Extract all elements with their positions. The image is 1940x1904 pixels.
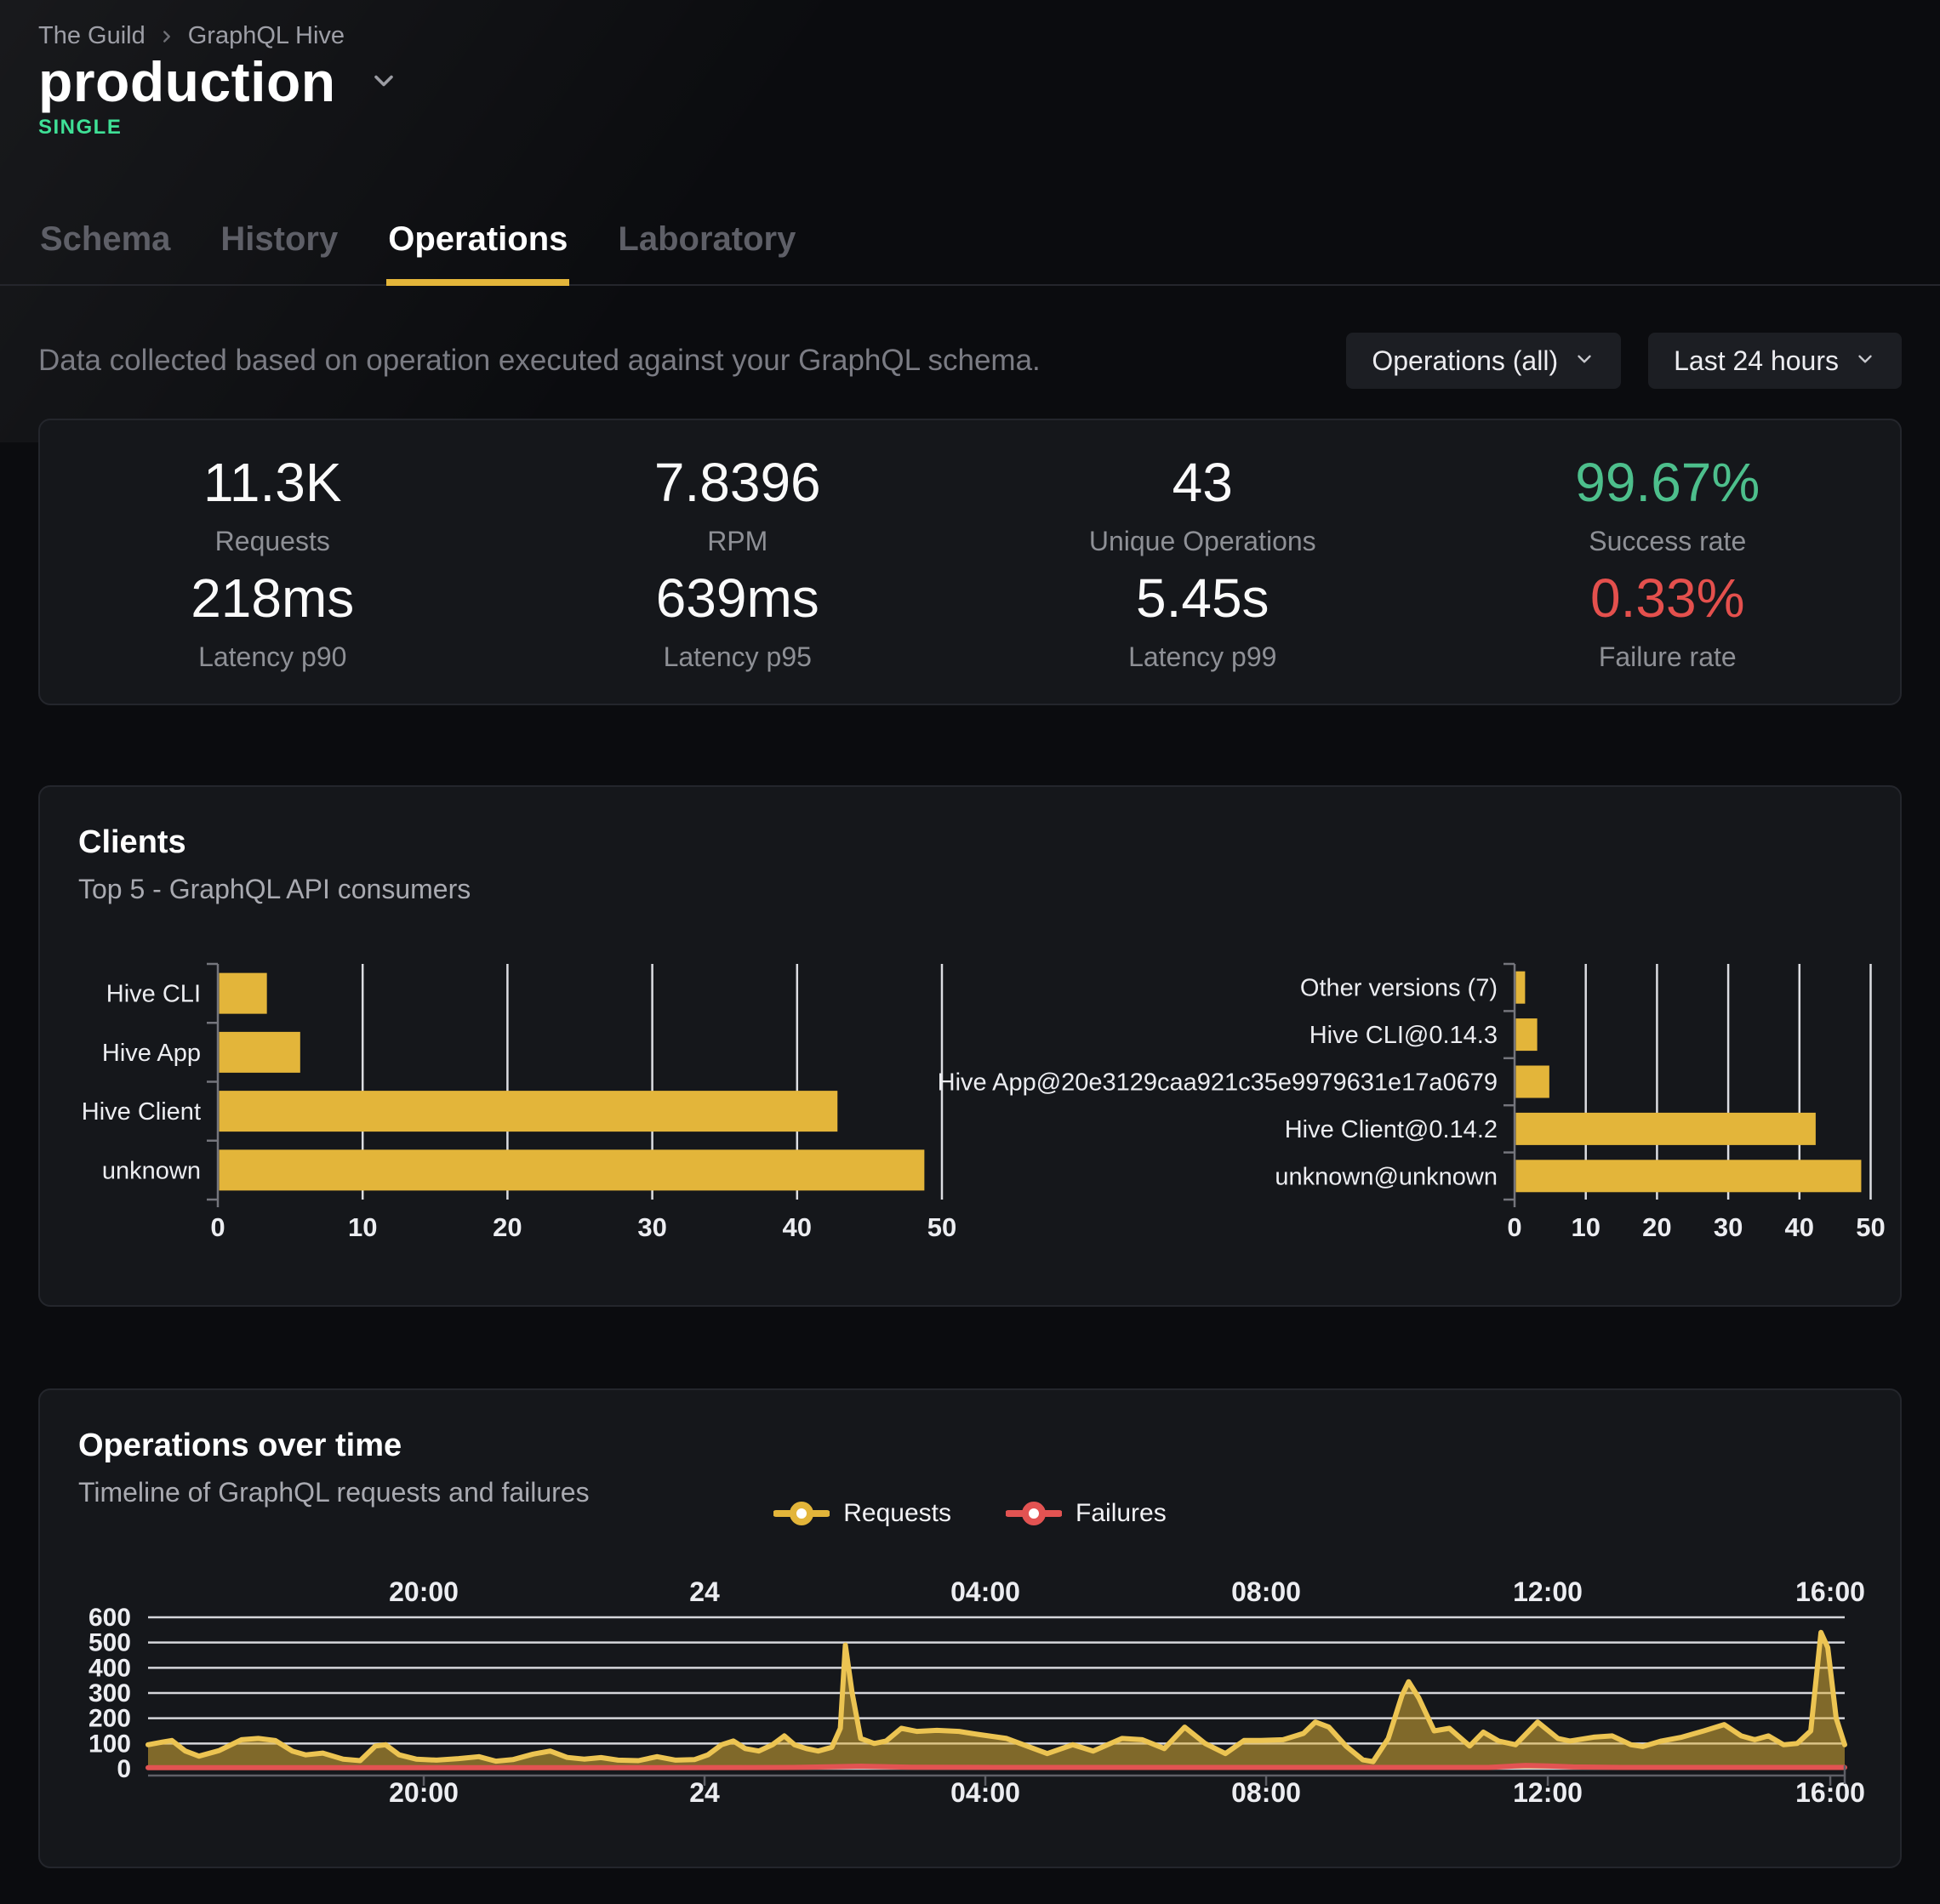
svg-text:50: 50 (1856, 1212, 1885, 1242)
operations-card-subtitle: Timeline of GraphQL requests and failure… (78, 1477, 590, 1508)
svg-text:500: 500 (88, 1629, 131, 1657)
svg-text:Other versions (7): Other versions (7) (1300, 975, 1498, 1002)
tab-history[interactable]: History (219, 220, 340, 284)
svg-text:Hive CLI: Hive CLI (106, 981, 201, 1008)
stat-label: Success rate (1589, 525, 1747, 556)
stat-label: Failure rate (1598, 641, 1737, 673)
breadcrumb-project-link[interactable]: GraphQL Hive (187, 22, 345, 49)
stat-value: 99.67% (1575, 451, 1760, 513)
period-filter-dropdown[interactable]: Last 24 hours (1648, 333, 1902, 389)
clients-card-title: Clients (78, 824, 186, 860)
svg-text:20: 20 (493, 1212, 522, 1242)
svg-text:10: 10 (1571, 1212, 1600, 1242)
legend-label: Requests (843, 1499, 952, 1527)
stat-label: Latency p90 (198, 641, 347, 673)
svg-text:400: 400 (88, 1654, 131, 1682)
svg-text:600: 600 (88, 1604, 131, 1632)
svg-text:08:00: 08:00 (1231, 1576, 1301, 1607)
stats-summary-card: 11.3K Requests 7.8396 RPM 43 Unique Operation… (38, 419, 1902, 705)
stat-label: Unique Operations (1088, 525, 1316, 556)
svg-text:50: 50 (927, 1212, 956, 1242)
operations-card-title: Operations over time (78, 1428, 402, 1463)
page-title: production (38, 50, 336, 113)
svg-text:04:00: 04:00 (950, 1576, 1020, 1607)
svg-text:10: 10 (348, 1212, 377, 1242)
stat-requests: 11.3K Requests (40, 446, 505, 562)
chevron-down-icon (1854, 345, 1876, 377)
stat-value: 43 (1172, 451, 1233, 513)
tab-bar: Schema History Operations Laboratory (0, 201, 1940, 286)
operations-over-time-card: Operations over time Timeline of GraphQL… (38, 1388, 1902, 1868)
legend-failures-marker-icon (1006, 1502, 1063, 1525)
target-picker-button[interactable] (362, 59, 406, 105)
tab-laboratory[interactable]: Laboratory (616, 220, 797, 284)
stat-rpm: 7.8396 RPM (505, 446, 971, 562)
svg-text:Hive Client@0.14.2: Hive Client@0.14.2 (1285, 1116, 1498, 1143)
stats-grid: 11.3K Requests 7.8396 RPM 43 Unique Operation… (40, 420, 1900, 704)
svg-text:12:00: 12:00 (1513, 1576, 1583, 1607)
period-filter-label: Last 24 hours (1674, 345, 1839, 376)
chevron-down-icon (1573, 345, 1595, 377)
target-title-row: production (38, 49, 406, 114)
svg-text:20: 20 (1642, 1212, 1671, 1242)
stat-value: 5.45s (1135, 567, 1270, 630)
stat-value: 11.3K (203, 451, 342, 513)
svg-text:unknown@unknown: unknown@unknown (1275, 1163, 1498, 1190)
legend-label: Failures (1076, 1499, 1167, 1527)
stat-label: Latency p95 (663, 641, 812, 673)
svg-text:unknown: unknown (102, 1157, 201, 1184)
stat-unique-operations: 43 Unique Operations (970, 446, 1435, 562)
svg-text:30: 30 (637, 1212, 666, 1242)
operations-timeline-chart: 010020030040050060020:0020:00242404:0004… (88, 1576, 1865, 1808)
svg-text:Hive App@20e3129caa921c35e9979: Hive App@20e3129caa921c35e9979631e17a067… (938, 1069, 1498, 1097)
stat-label: RPM (707, 525, 768, 556)
svg-text:20:00: 20:00 (389, 1576, 459, 1607)
svg-text:200: 200 (88, 1705, 131, 1733)
operations-filter-dropdown[interactable]: Operations (all) (1346, 333, 1622, 389)
stat-label: Requests (214, 525, 330, 556)
stat-value: 7.8396 (653, 451, 821, 513)
svg-text:Hive App: Hive App (102, 1040, 201, 1067)
stat-success-rate: 99.67% Success rate (1435, 446, 1901, 562)
target-mode-badge: SINGLE (38, 116, 123, 139)
stat-latency-p95: 639ms Latency p95 (505, 562, 971, 679)
svg-text:300: 300 (88, 1679, 131, 1707)
clients-card: Clients Top 5 - GraphQL API consumers 0 1… (38, 785, 1902, 1307)
clients-bar-charts: 0 10 20 30 40 50 Hive CLI Hive App Hive Client un… (82, 962, 1886, 1242)
tab-operations[interactable]: Operations (386, 220, 570, 286)
legend-requests-marker-icon (773, 1502, 830, 1525)
filter-row: Data collected based on operation execut… (38, 330, 1902, 391)
svg-text:16:00: 16:00 (1795, 1576, 1865, 1607)
chevron-down-icon (368, 66, 399, 99)
svg-text:24: 24 (689, 1576, 720, 1607)
svg-text:30: 30 (1714, 1212, 1743, 1242)
breadcrumb: The Guild GraphQL Hive (38, 22, 345, 50)
svg-text:0: 0 (1507, 1212, 1521, 1242)
stat-value: 639ms (655, 567, 819, 630)
stat-failure-rate: 0.33% Failure rate (1435, 562, 1901, 679)
filter-dropdowns: Operations (all) Last 24 hours (1346, 333, 1902, 389)
operations-filter-label: Operations (all) (1372, 345, 1559, 376)
clients-card-subtitle: Top 5 - GraphQL API consumers (78, 874, 471, 904)
breadcrumb-org-link[interactable]: The Guild (38, 22, 146, 49)
stat-value: 218ms (191, 567, 355, 630)
legend-item-failures[interactable]: Failures (1006, 1499, 1167, 1528)
chevron-right-icon (157, 27, 176, 46)
svg-text:Hive CLI@0.14.3: Hive CLI@0.14.3 (1310, 1022, 1498, 1049)
svg-text:Hive Client: Hive Client (82, 1098, 201, 1126)
stat-label: Latency p99 (1128, 641, 1277, 673)
stat-latency-p90: 218ms Latency p90 (40, 562, 505, 679)
legend-item-requests[interactable]: Requests (773, 1499, 951, 1528)
stat-latency-p99: 5.45s Latency p99 (970, 562, 1435, 679)
tab-schema[interactable]: Schema (38, 220, 172, 284)
timeline-legend: Requests Failures (40, 1499, 1900, 1528)
collection-description: Data collected based on operation execut… (38, 344, 1041, 377)
svg-text:0: 0 (210, 1212, 225, 1242)
svg-text:40: 40 (1785, 1212, 1814, 1242)
stat-value: 0.33% (1590, 567, 1745, 630)
svg-text:0: 0 (117, 1755, 131, 1783)
svg-text:40: 40 (783, 1212, 812, 1242)
svg-text:100: 100 (88, 1730, 131, 1758)
